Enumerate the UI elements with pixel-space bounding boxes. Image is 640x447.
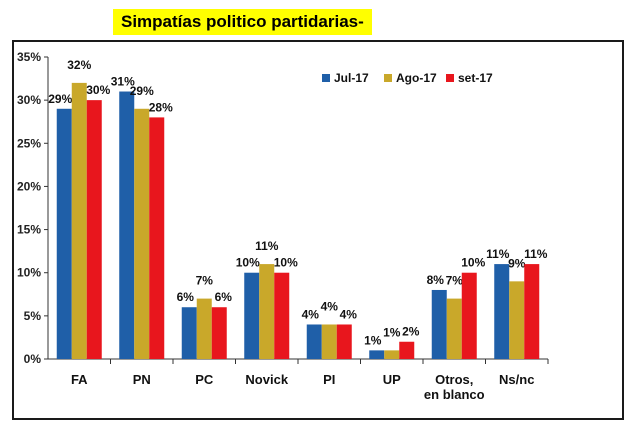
bar — [211, 307, 227, 359]
data-label: 31% — [111, 75, 135, 89]
bar — [56, 108, 72, 360]
data-label: 4% — [321, 299, 339, 313]
data-label: 30% — [86, 83, 110, 97]
data-label: 6% — [215, 290, 233, 304]
y-tick-label: 30% — [17, 93, 41, 107]
bar — [369, 350, 385, 359]
chart-title: Simpatías politico partidarias- — [113, 9, 372, 35]
bar — [494, 264, 510, 359]
bar — [134, 108, 150, 360]
bar — [399, 341, 415, 359]
bar — [244, 272, 260, 359]
data-label: 11% — [486, 247, 510, 261]
category-label: en blanco — [424, 387, 485, 402]
bar — [119, 91, 135, 359]
y-tick-label: 15% — [17, 223, 41, 237]
data-label: 1% — [383, 325, 401, 339]
data-label: 29% — [130, 84, 154, 98]
data-label: 9% — [508, 256, 526, 270]
data-label: 28% — [149, 100, 173, 114]
bar — [384, 350, 400, 359]
data-label: 10% — [461, 256, 485, 270]
data-label: 11% — [524, 247, 548, 261]
data-label: 32% — [67, 58, 91, 72]
category-label: Novick — [245, 372, 288, 387]
legend-swatch — [384, 74, 392, 82]
data-label: 10% — [236, 256, 260, 270]
bar — [336, 324, 352, 359]
y-tick-label: 25% — [17, 136, 41, 150]
bar — [321, 324, 337, 359]
y-tick-label: 20% — [17, 179, 41, 193]
bar — [461, 272, 477, 359]
bar — [274, 272, 290, 359]
legend-swatch — [322, 74, 330, 82]
legend-swatch — [446, 74, 454, 82]
data-label: 2% — [402, 325, 420, 339]
bar — [71, 82, 87, 359]
data-label: 7% — [446, 274, 464, 288]
bar — [86, 100, 102, 360]
data-label: 1% — [364, 333, 382, 347]
data-label: 11% — [255, 239, 279, 253]
bar — [259, 264, 275, 359]
legend-label: Jul-17 — [334, 71, 369, 85]
data-label: 4% — [302, 307, 320, 321]
data-label: 29% — [48, 92, 72, 106]
category-label: Ns/nc — [499, 372, 534, 387]
category-label: PI — [323, 372, 335, 387]
data-label: 7% — [196, 274, 214, 288]
category-label: FA — [71, 372, 88, 387]
legend-label: set-17 — [458, 71, 493, 85]
bar — [181, 307, 197, 359]
category-label: UP — [383, 372, 401, 387]
bar — [524, 264, 540, 359]
data-label: 4% — [340, 307, 358, 321]
data-label: 8% — [427, 273, 445, 287]
legend-label: Ago-17 — [396, 71, 437, 85]
data-label: 6% — [177, 290, 195, 304]
y-tick-label: 10% — [17, 266, 41, 280]
y-tick-label: 0% — [24, 352, 42, 366]
data-label: 10% — [274, 256, 298, 270]
chart-frame — [12, 40, 624, 420]
category-label: PN — [133, 372, 151, 387]
category-label: Otros, — [435, 372, 473, 387]
bar — [431, 289, 447, 359]
bar — [509, 281, 525, 359]
y-tick-label: 35% — [17, 50, 41, 64]
y-tick-label: 5% — [24, 309, 42, 323]
bar — [149, 117, 165, 360]
category-label: PC — [195, 372, 214, 387]
bar — [196, 298, 212, 359]
bar — [446, 298, 462, 359]
bar — [306, 324, 322, 359]
